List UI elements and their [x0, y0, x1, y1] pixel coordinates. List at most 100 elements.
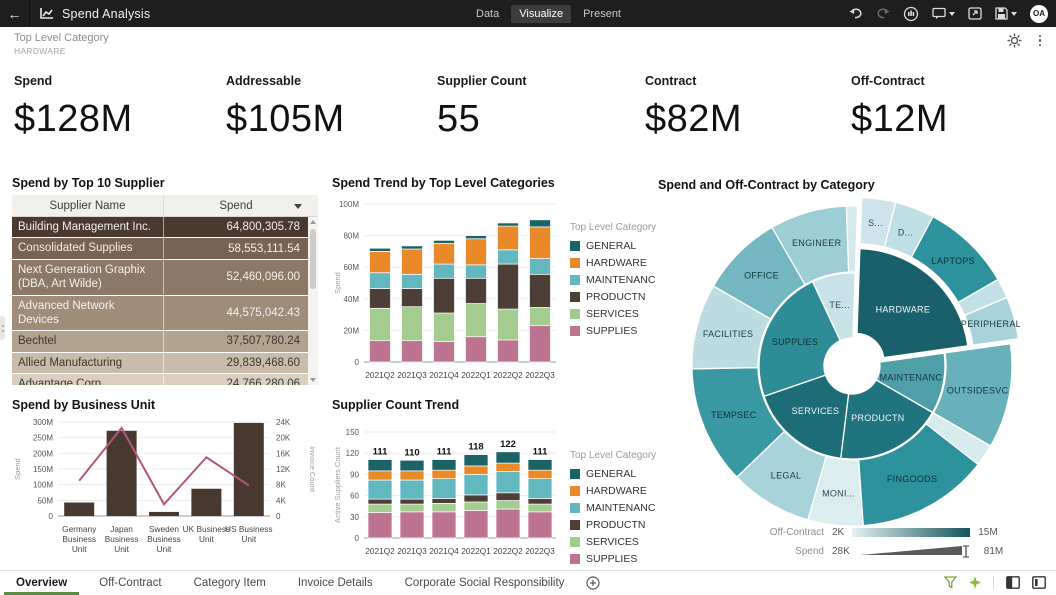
filter-funnel-icon[interactable]: [944, 576, 957, 589]
scroll-up-icon[interactable]: [310, 220, 316, 224]
bar-segment-productn[interactable]: [433, 277, 455, 314]
bar-segment-general[interactable]: [495, 451, 521, 464]
sunburst-segment-te[interactable]: [811, 272, 856, 342]
legend-item-general[interactable]: GENERAL: [570, 468, 656, 480]
table-row[interactable]: Advantage Corp 24,766,280.06: [12, 374, 318, 385]
bar-japan-business-unit[interactable]: [106, 430, 137, 516]
canvas-tab-overview[interactable]: Overview: [0, 571, 83, 595]
bar-segment-services[interactable]: [401, 306, 423, 342]
bar-segment-services[interactable]: [367, 503, 393, 513]
bar-segment-productn[interactable]: [527, 498, 553, 505]
bar-segment-supplies[interactable]: [399, 511, 425, 539]
bar-sweden-business-unit[interactable]: [149, 511, 179, 516]
bar-segment-general[interactable]: [367, 459, 393, 472]
bar-segment-supplies[interactable]: [369, 340, 391, 363]
bar-segment-supplies[interactable]: [465, 336, 487, 363]
legend-item-general[interactable]: GENERAL: [570, 240, 656, 252]
bar-segment-maintenanc[interactable]: [367, 479, 393, 500]
bar-segment-productn[interactable]: [369, 288, 391, 309]
bar-segment-hardware[interactable]: [497, 225, 519, 251]
legend-item-productn[interactable]: PRODUCTN: [570, 519, 656, 531]
bar-segment-supplies[interactable]: [401, 340, 423, 363]
bar-segment-services[interactable]: [433, 312, 455, 342]
auto-insights-icon[interactable]: [969, 576, 981, 589]
table-scrollbar[interactable]: [308, 217, 318, 385]
bar-segment-general[interactable]: [369, 247, 391, 252]
sort-caret-icon[interactable]: [294, 204, 302, 209]
business-unit-chart[interactable]: 0 50M 100M 150M 200M 250M 300M 0 4K 8K 12K 16K 20K 24…: [12, 414, 318, 562]
bar-segment-supplies[interactable]: [497, 339, 519, 363]
bar-segment-maintenanc[interactable]: [399, 479, 425, 500]
filter-chip-top-level-category[interactable]: Top Level Category HARDWARE: [14, 32, 109, 56]
bar-us-business-unit[interactable]: [233, 422, 264, 516]
bar-segment-productn[interactable]: [463, 494, 489, 503]
bar-segment-productn[interactable]: [497, 263, 519, 310]
column-header-spend[interactable]: Spend: [164, 195, 308, 216]
save-icon[interactable]: [995, 7, 1017, 20]
bar-segment-hardware[interactable]: [529, 226, 551, 259]
bar-segment-general[interactable]: [399, 459, 425, 472]
bar-segment-hardware[interactable]: [431, 469, 457, 479]
bar-segment-hardware[interactable]: [465, 238, 487, 266]
legend-item-services[interactable]: SERVICES: [570, 536, 656, 548]
open-window-icon[interactable]: [968, 7, 982, 20]
filter-settings-icon[interactable]: [1007, 33, 1022, 48]
layout-panel-icon[interactable]: [1032, 576, 1046, 589]
bar-segment-hardware[interactable]: [369, 251, 391, 274]
bar-segment-supplies[interactable]: [529, 325, 551, 363]
bar-segment-supplies[interactable]: [463, 510, 489, 539]
bar-segment-hardware[interactable]: [527, 469, 553, 479]
bar-segment-general[interactable]: [527, 459, 553, 471]
bar-segment-maintenanc[interactable]: [433, 263, 455, 279]
legend-item-productn[interactable]: PRODUCTN: [570, 291, 656, 303]
bar-segment-productn[interactable]: [401, 288, 423, 308]
table-row[interactable]: Next Generation Graphix (DBA, Art Wilde)…: [12, 259, 318, 296]
bar-segment-maintenanc[interactable]: [529, 258, 551, 275]
canvas-tab-corporate-social-responsibility[interactable]: Corporate Social Responsibility: [404, 576, 565, 589]
bar-segment-productn[interactable]: [431, 498, 457, 504]
canvas-tab-off-contract[interactable]: Off-Contract: [99, 576, 162, 589]
sunburst-chart[interactable]: HARDWARE MAINTENANC PRODUCTN SERVICES SUPPLI…: [658, 194, 1050, 544]
supplier-count-chart[interactable]: 0 30 60 90 120 150 111 2021Q2 110 2021Q3 111 2021Q4…: [332, 414, 564, 564]
legend-item-supplies[interactable]: SUPPLIES: [570, 325, 656, 337]
bar-segment-productn[interactable]: [529, 273, 551, 308]
panel-collapse-handle[interactable]: [0, 316, 5, 340]
bar-segment-services[interactable]: [529, 307, 551, 327]
sunburst-segment-peripheral[interactable]: [963, 296, 1020, 346]
redo-icon[interactable]: [876, 7, 890, 20]
invoice-count-line[interactable]: [78, 426, 250, 506]
legend-item-supplies[interactable]: SUPPLIES: [570, 553, 656, 565]
bar-segment-maintenanc[interactable]: [401, 273, 423, 289]
bar-segment-services[interactable]: [497, 308, 519, 341]
bar-segment-supplies[interactable]: [495, 508, 521, 539]
more-menu-icon[interactable]: [1036, 34, 1045, 48]
bar-segment-productn[interactable]: [367, 498, 393, 505]
bar-segment-general[interactable]: [529, 219, 551, 228]
bar-segment-productn[interactable]: [465, 277, 487, 304]
user-avatar[interactable]: OA: [1030, 4, 1048, 23]
canvas-tab-category-item[interactable]: Category Item: [193, 576, 266, 589]
comments-caret-icon[interactable]: [949, 11, 955, 16]
back-button[interactable]: ←: [0, 0, 30, 27]
bar-segment-productn[interactable]: [495, 492, 521, 501]
save-caret-icon[interactable]: [1011, 11, 1017, 16]
bar-segment-hardware[interactable]: [399, 470, 425, 481]
scroll-thumb[interactable]: [310, 229, 316, 289]
legend-item-services[interactable]: SERVICES: [570, 308, 656, 320]
bar-segment-general[interactable]: [497, 222, 519, 227]
bar-segment-maintenanc[interactable]: [495, 471, 521, 494]
bar-segment-supplies[interactable]: [433, 341, 455, 363]
bar-segment-services[interactable]: [465, 303, 487, 338]
bar-segment-services[interactable]: [495, 500, 521, 510]
mode-tab-visualize[interactable]: Visualize: [511, 4, 572, 23]
legend-item-maintenanc[interactable]: MAINTENANC: [570, 502, 656, 514]
sunburst-segment-supplies[interactable]: [758, 280, 842, 398]
bar-segment-supplies[interactable]: [527, 511, 553, 539]
bar-segment-maintenanc[interactable]: [369, 272, 391, 289]
bar-segment-general[interactable]: [465, 235, 487, 240]
bar-segment-services[interactable]: [431, 503, 457, 513]
bar-segment-general[interactable]: [431, 459, 457, 471]
bar-germany-business-unit[interactable]: [64, 502, 95, 516]
bar-segment-services[interactable]: [399, 503, 425, 513]
bar-segment-hardware[interactable]: [367, 470, 393, 481]
